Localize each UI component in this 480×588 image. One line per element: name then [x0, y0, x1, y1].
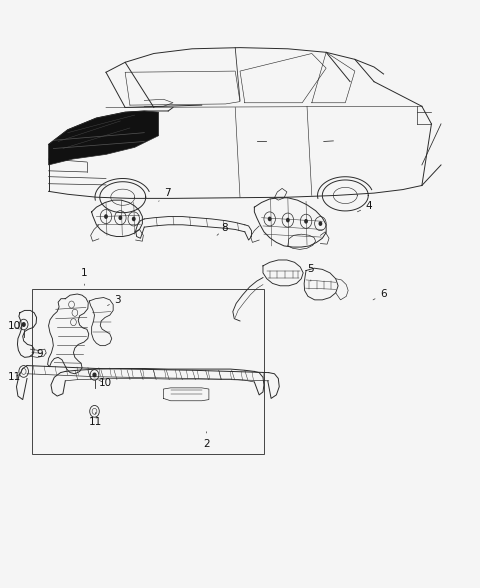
Text: 9: 9	[36, 349, 46, 359]
Circle shape	[119, 215, 122, 220]
Text: 7: 7	[158, 188, 170, 201]
Circle shape	[22, 323, 25, 326]
Circle shape	[304, 219, 308, 223]
Text: 11: 11	[89, 413, 102, 427]
Text: 2: 2	[203, 432, 210, 449]
Text: 10: 10	[8, 321, 21, 331]
Circle shape	[268, 216, 272, 221]
Bar	[32, 289, 264, 453]
Text: 11: 11	[8, 372, 21, 382]
Circle shape	[132, 216, 136, 221]
Polygon shape	[48, 111, 158, 165]
Text: 4: 4	[358, 201, 372, 212]
Text: 8: 8	[217, 223, 228, 235]
Text: 1: 1	[81, 269, 88, 285]
Text: 3: 3	[108, 295, 121, 306]
Circle shape	[104, 214, 108, 219]
Circle shape	[286, 218, 290, 222]
Text: 5: 5	[308, 265, 314, 281]
Circle shape	[319, 221, 323, 226]
Text: 6: 6	[373, 289, 387, 300]
Circle shape	[93, 373, 96, 377]
Text: 10: 10	[98, 378, 111, 388]
